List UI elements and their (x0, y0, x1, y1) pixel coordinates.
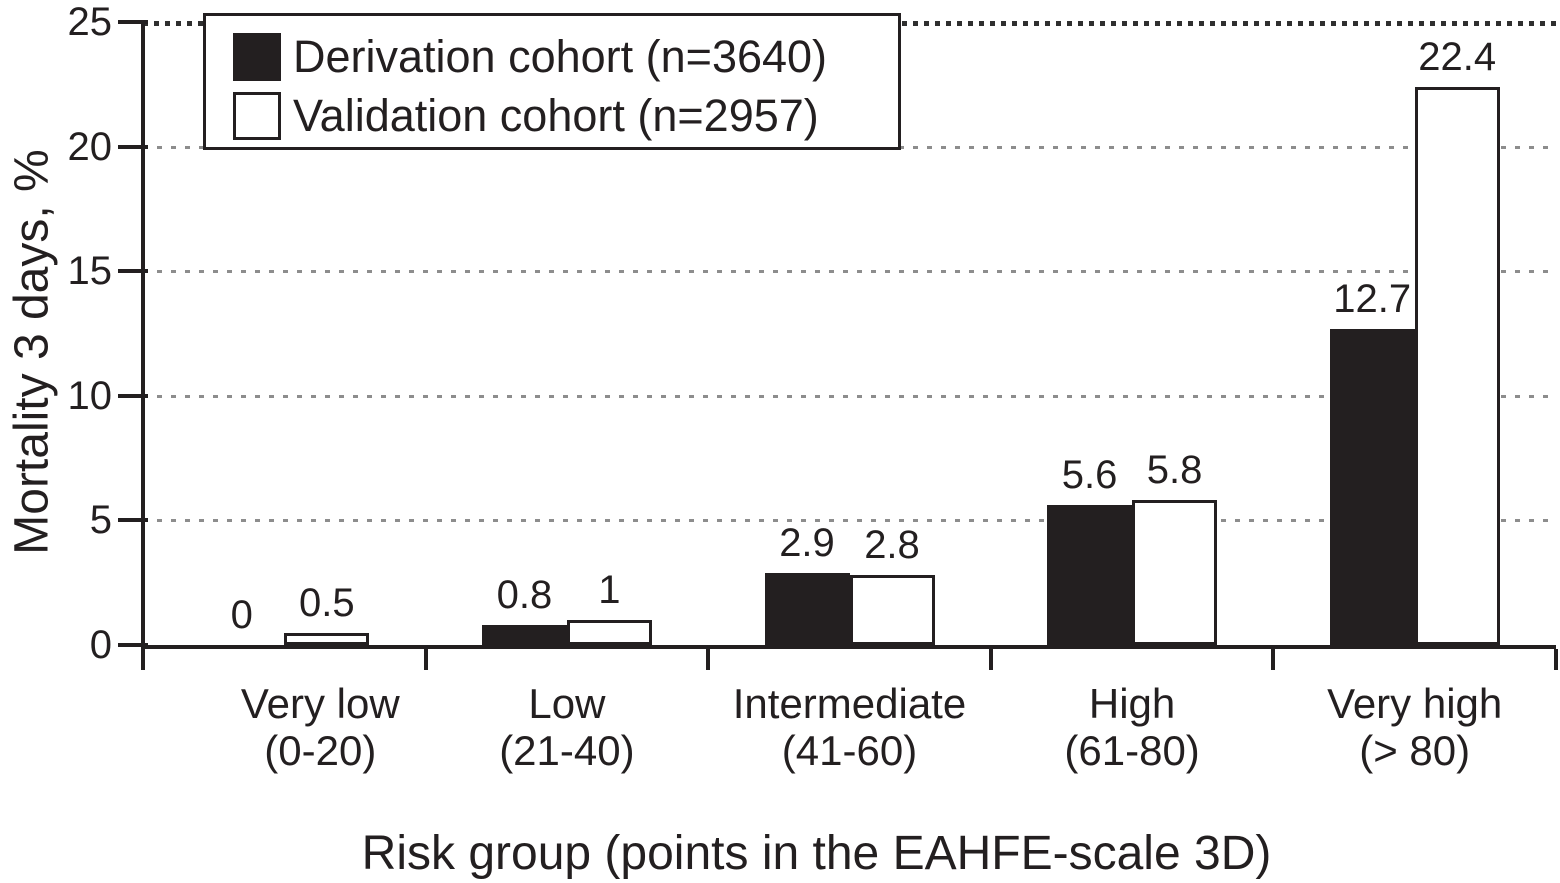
value-label-validation-high: 5.8 (1146, 448, 1203, 493)
value-label-derivation-low: 0.8 (496, 573, 553, 618)
y-tick-label-5: 5 (89, 498, 112, 543)
x-tick-3 (988, 649, 993, 670)
value-label-derivation-very-low: 0 (230, 593, 253, 637)
legend-label: Derivation cohort (n=3640) (293, 30, 828, 82)
legend-item-derivation: Derivation cohort (n=3640) (233, 27, 898, 86)
gridline-5 (143, 519, 1556, 523)
value-label-validation-intermediate: 2.8 (864, 523, 920, 568)
x-tick-4 (1271, 649, 1276, 670)
category-label-very-low: Very low (0-20) (179, 680, 462, 774)
bar-validation-intermediate (849, 575, 935, 645)
category-range: (0-20) (264, 727, 377, 774)
value-label-derivation-high: 5.6 (1061, 453, 1118, 498)
y-tick-label-0: 0 (89, 623, 112, 667)
category-range: (> 80) (1359, 727, 1471, 774)
category-range: (61-80) (1064, 727, 1200, 774)
gridline-10 (143, 394, 1556, 398)
value-label-validation-very-low: 0.5 (298, 580, 355, 625)
bar-validation-very-low (284, 632, 370, 645)
x-tick-0 (141, 649, 145, 670)
x-axis-line (141, 645, 1556, 649)
y-tick-20 (118, 144, 148, 149)
x-tick-5 (1554, 649, 1558, 670)
category-range: (41-60) (781, 727, 918, 774)
x-tick-1 (423, 649, 428, 670)
legend: Derivation cohort (n=3640) Validation co… (203, 13, 901, 150)
y-tick-0 (118, 643, 148, 647)
value-label-derivation-intermediate: 2.9 (779, 520, 835, 565)
y-tick-label-10: 10 (67, 373, 113, 418)
y-tick-10 (118, 393, 148, 398)
value-label-derivation-very-high: 12.7 (1333, 276, 1412, 321)
validation-swatch-icon (233, 91, 281, 140)
bar-derivation-intermediate (764, 572, 850, 645)
x-tick-2 (706, 649, 711, 670)
bar-validation-high (1132, 500, 1218, 645)
category-label-low: Low (21-40) (426, 680, 709, 774)
category-name: Low (528, 680, 606, 727)
y-tick-label-15: 15 (67, 249, 113, 294)
x-axis-title: Risk group (points in the EAHFE-scale 3D… (361, 827, 1272, 880)
y-axis-title: Mortality 3 days, % (5, 149, 59, 555)
category-name: Very low (240, 680, 400, 727)
bar-derivation-high (1047, 505, 1133, 645)
value-label-validation-low: 1 (598, 568, 621, 613)
y-tick-label-20: 20 (67, 124, 113, 169)
category-name: High (1088, 680, 1176, 727)
bar-validation-low (566, 620, 652, 645)
category-name: Intermediate (732, 680, 967, 727)
bar-derivation-low (481, 625, 567, 645)
y-tick-15 (118, 269, 148, 274)
gridline-15 (143, 270, 1556, 274)
y-tick-label-25: 25 (67, 0, 113, 44)
legend-item-validation: Validation cohort (n=2957) (233, 86, 898, 145)
value-label-validation-very-high: 22.4 (1418, 34, 1497, 79)
y-tick-25 (118, 20, 148, 24)
category-name: Very high (1327, 680, 1503, 727)
category-label-intermediate: Intermediate (41-60) (708, 680, 991, 774)
y-tick-5 (118, 518, 148, 523)
category-label-high: High (61-80) (991, 680, 1274, 774)
bar-validation-very-high (1414, 86, 1500, 645)
legend-label: Validation cohort (n=2957) (293, 89, 819, 141)
y-axis-line (141, 20, 145, 651)
bar-derivation-very-high (1329, 328, 1415, 645)
category-label-very-high: Very high (> 80) (1273, 680, 1556, 774)
category-range: (21-40) (499, 727, 635, 774)
derivation-swatch-icon (233, 32, 281, 81)
